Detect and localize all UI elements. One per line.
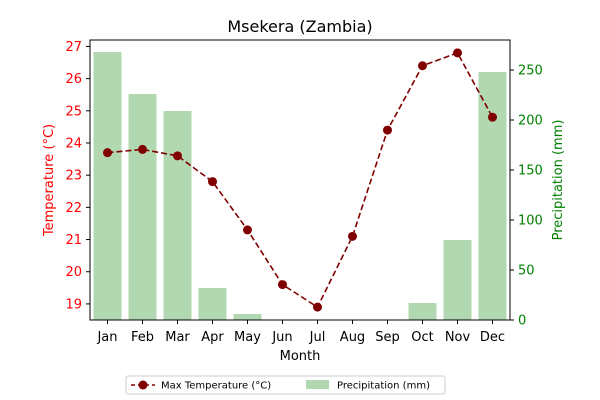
temperature-point-mar [173,151,182,161]
x-axis: Jan Feb Mar Apr May Jun Jul Aug Sep Oct Nov Dec [96,320,505,345]
x-tick-label-jul: Jul [309,330,326,345]
y-right-tick-label-150: 150 [518,164,543,179]
legend-temperature-marker [138,380,148,390]
x-axis-label: Month [280,349,321,364]
y-axis-right: 0 50 100 150 200 250 [510,64,543,329]
y-right-tick-label-50: 50 [518,264,535,279]
precipitation-bar-mar [163,111,192,320]
temperature-point-sep [383,125,392,135]
precipitation-bars [93,52,507,320]
temperature-point-nov [453,48,462,58]
precipitation-bar-oct [408,303,437,320]
legend-precipitation-swatch [306,380,329,389]
x-tick-label-sep: Sep [375,330,400,345]
legend: Max Temperature (°C) Precipitation (mm) [125,375,446,395]
x-tick-label-jan: Jan [96,330,117,345]
legend-frame [125,375,446,395]
y-right-tick-label-200: 200 [518,114,543,129]
x-tick-label-apr: Apr [201,330,224,345]
x-tick-label-mar: Mar [165,330,190,345]
y-left-tick-label-24: 24 [65,136,82,151]
temperature-point-jun [278,280,287,290]
precipitation-bar-dec [478,72,507,320]
x-tick-label-oct: Oct [411,330,433,345]
y-right-tick-label-0: 0 [518,314,526,329]
x-tick-label-jun: Jun [271,330,292,345]
y-left-tick-label-22: 22 [65,201,82,216]
temperature-point-oct [418,61,427,71]
chart-title: Msekera (Zambia) [227,17,372,36]
legend-precipitation-label: Precipitation (mm) [337,381,430,392]
precipitation-bar-jan [93,52,122,320]
temperature-point-jul [313,302,322,312]
y-axis-left: 19 20 21 22 23 24 25 26 27 [65,40,90,312]
y-right-tick-label-250: 250 [518,64,543,79]
x-tick-label-dec: Dec [480,330,505,345]
x-tick-label-feb: Feb [131,330,154,345]
temperature-line [107,51,494,309]
precipitation-bar-feb [128,94,157,320]
temperature-point-dec [488,112,497,122]
x-tick-label-aug: Aug [340,330,365,345]
y-left-tick-label-21: 21 [65,233,82,248]
y-right-tick-label-100: 100 [518,214,543,229]
temperature-point-feb [138,144,147,154]
precipitation-bar-apr [198,288,227,320]
precipitation-bar-may [233,314,262,320]
y-axis-right-label: Precipitation (mm) [551,120,566,241]
y-left-tick-label-23: 23 [65,169,82,184]
precipitation-bar-nov [443,240,472,320]
x-tick-label-may: May [234,330,261,345]
y-left-tick-label-25: 25 [65,104,82,119]
temperature-point-jan [103,148,112,158]
temperature-point-aug [348,231,357,241]
x-tick-label-nov: Nov [445,330,471,345]
y-axis-left-label: Temperature (°C) [42,124,57,237]
y-left-tick-label-19: 19 [65,297,82,312]
plot-frame [89,39,511,321]
legend-temperature-label: Max Temperature (°C) [161,381,271,392]
temperature-point-apr [208,177,217,187]
y-left-tick-label-26: 26 [65,72,82,87]
temperature-point-may [243,225,252,235]
temperature-line-series [103,48,497,312]
y-left-tick-label-20: 20 [65,265,82,280]
y-left-tick-label-27: 27 [65,40,82,55]
